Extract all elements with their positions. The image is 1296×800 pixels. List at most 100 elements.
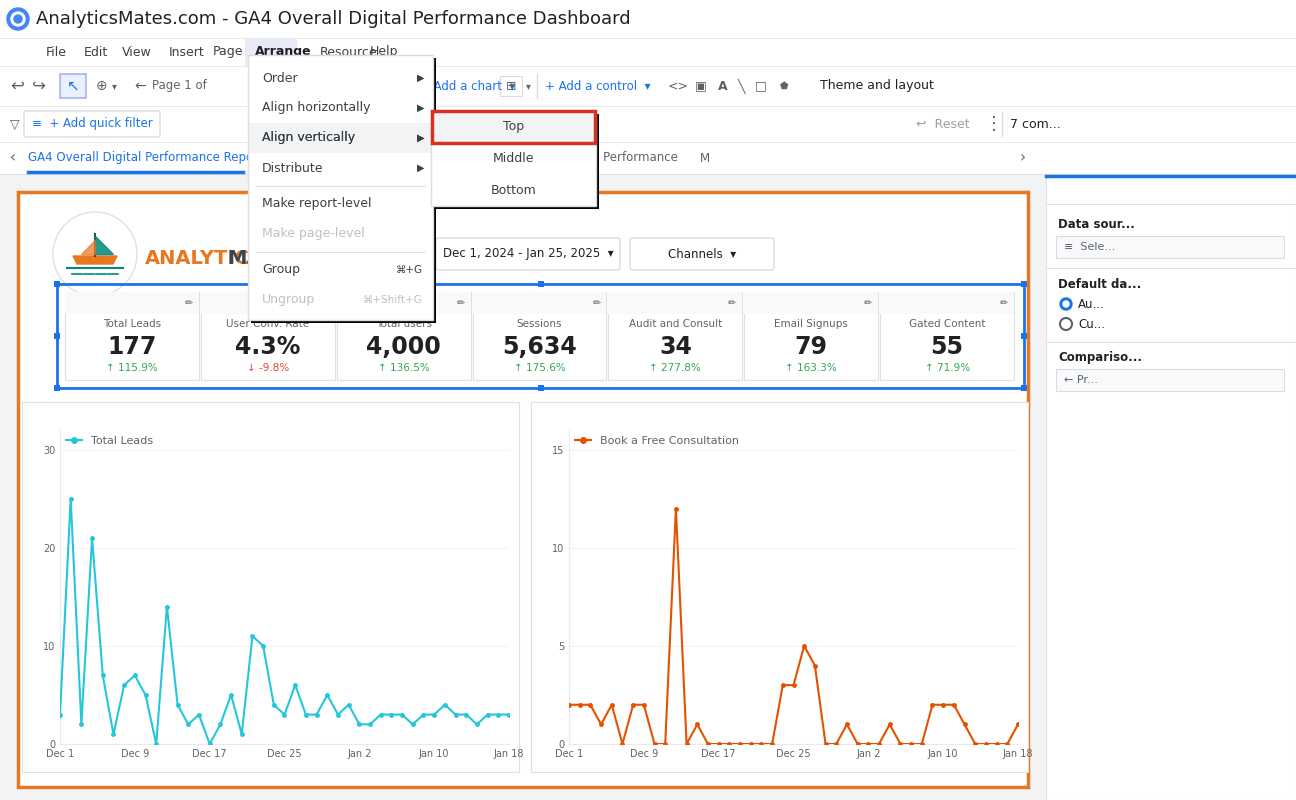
Text: ✏: ✏ [320, 298, 329, 308]
Text: ↓ -9.8%: ↓ -9.8% [246, 363, 289, 373]
FancyBboxPatch shape [500, 76, 522, 96]
Text: Align horizontally: Align horizontally [262, 102, 371, 114]
Text: ⬟: ⬟ [780, 81, 788, 91]
Text: File: File [45, 46, 67, 58]
Text: + Add a control  ▾: + Add a control ▾ [546, 79, 651, 93]
Text: Theme and layout: Theme and layout [820, 79, 934, 93]
Text: ▾: ▾ [526, 81, 531, 91]
Text: Email Signups: Email Signups [774, 319, 848, 329]
Text: ↖: ↖ [66, 78, 79, 94]
FancyBboxPatch shape [608, 292, 743, 380]
Text: Default da...: Default da... [1058, 278, 1142, 290]
Text: ↑ 163.3%: ↑ 163.3% [785, 363, 837, 373]
Text: ⊕: ⊕ [96, 79, 108, 93]
Text: Compariso...: Compariso... [1058, 350, 1142, 363]
Text: + Add a chart  ▾: + Add a chart ▾ [420, 79, 516, 93]
Text: ⋮: ⋮ [985, 115, 1003, 133]
Text: Distribute: Distribute [262, 162, 324, 174]
Text: ⊞: ⊞ [505, 79, 516, 93]
FancyBboxPatch shape [880, 292, 1013, 380]
FancyBboxPatch shape [1056, 236, 1284, 258]
Text: Audit and Consult: Audit and Consult [629, 319, 722, 329]
Text: ↪: ↪ [32, 77, 45, 95]
Text: Make page-level: Make page-level [262, 227, 364, 241]
Text: View: View [122, 46, 152, 58]
Text: Cu...: Cu... [1078, 318, 1105, 330]
FancyBboxPatch shape [630, 238, 774, 270]
Text: ↩  Reset: ↩ Reset [916, 118, 969, 130]
FancyBboxPatch shape [337, 292, 470, 314]
FancyBboxPatch shape [435, 238, 619, 270]
Text: ▾: ▾ [111, 81, 117, 91]
FancyBboxPatch shape [432, 111, 596, 206]
FancyBboxPatch shape [25, 111, 159, 137]
FancyBboxPatch shape [65, 292, 198, 380]
Text: 177: 177 [108, 335, 157, 359]
Text: ← Pr...: ← Pr... [1064, 375, 1098, 385]
Legend: Book a Free Consultation: Book a Free Consultation [574, 435, 739, 446]
Text: ▶: ▶ [417, 133, 425, 143]
Text: Page 1 of: Page 1 of [152, 79, 207, 93]
Text: ←: ← [133, 79, 145, 93]
FancyBboxPatch shape [337, 292, 470, 380]
Text: <>: <> [667, 79, 689, 93]
FancyBboxPatch shape [201, 292, 334, 380]
Text: ▶: ▶ [417, 103, 425, 113]
Text: Align vertically: Align vertically [262, 131, 355, 145]
Text: ✏: ✏ [592, 298, 600, 308]
Text: 7 com...: 7 com... [1010, 118, 1060, 130]
Circle shape [53, 212, 137, 296]
Text: ▶: ▶ [417, 73, 425, 83]
FancyBboxPatch shape [65, 292, 198, 314]
Text: Top: Top [503, 120, 524, 134]
FancyBboxPatch shape [880, 292, 1013, 314]
Text: ✏: ✏ [864, 298, 872, 308]
Text: Bottom: Bottom [491, 184, 537, 197]
Text: User Conv. Rate: User Conv. Rate [227, 319, 310, 329]
Text: 4.3%: 4.3% [235, 335, 301, 359]
Text: 5,634: 5,634 [502, 335, 577, 359]
Text: Ungroup: Ungroup [262, 294, 315, 306]
Text: ↑ 115.9%: ↑ 115.9% [106, 363, 158, 373]
Text: Total Leads: Total Leads [102, 319, 161, 329]
Text: 55: 55 [931, 335, 963, 359]
FancyBboxPatch shape [1021, 333, 1026, 339]
Text: MATES: MATES [227, 250, 301, 269]
Text: ANALYTICS: ANALYTICS [145, 250, 264, 269]
FancyBboxPatch shape [248, 55, 433, 320]
FancyBboxPatch shape [538, 281, 543, 287]
Text: Group: Group [262, 263, 299, 277]
Text: GA4 Overall Digital Performance Repo...: GA4 Overall Digital Performance Repo... [29, 151, 264, 165]
Text: Event Performance: Event Performance [390, 151, 503, 165]
FancyBboxPatch shape [245, 38, 297, 66]
Text: ‹: ‹ [10, 150, 16, 166]
Polygon shape [73, 256, 117, 264]
FancyBboxPatch shape [54, 281, 60, 287]
Circle shape [6, 8, 29, 30]
FancyBboxPatch shape [538, 385, 543, 391]
FancyBboxPatch shape [0, 66, 1296, 106]
FancyBboxPatch shape [473, 292, 607, 314]
Text: Gated Content: Gated Content [908, 319, 985, 329]
FancyBboxPatch shape [249, 123, 432, 153]
Text: ↩: ↩ [10, 77, 23, 95]
Text: Insert: Insert [168, 46, 205, 58]
FancyBboxPatch shape [1056, 369, 1284, 391]
Text: Order: Order [262, 71, 298, 85]
Text: M: M [700, 151, 710, 165]
Circle shape [10, 12, 25, 26]
Text: ✏: ✏ [1001, 298, 1008, 308]
Text: ≡  Sele...: ≡ Sele... [1064, 242, 1116, 252]
Text: ≡  + Add quick filter: ≡ + Add quick filter [31, 118, 153, 130]
Legend: Total Leads: Total Leads [66, 435, 153, 446]
FancyBboxPatch shape [18, 192, 1028, 787]
Text: ↑ 71.9%: ↑ 71.9% [924, 363, 969, 373]
Text: 79: 79 [794, 335, 828, 359]
FancyBboxPatch shape [1021, 281, 1026, 287]
Text: □: □ [756, 79, 767, 93]
Polygon shape [80, 240, 95, 254]
Text: ▽: ▽ [10, 118, 19, 130]
Text: Total users: Total users [376, 319, 432, 329]
FancyBboxPatch shape [201, 292, 334, 314]
FancyBboxPatch shape [531, 402, 1028, 772]
